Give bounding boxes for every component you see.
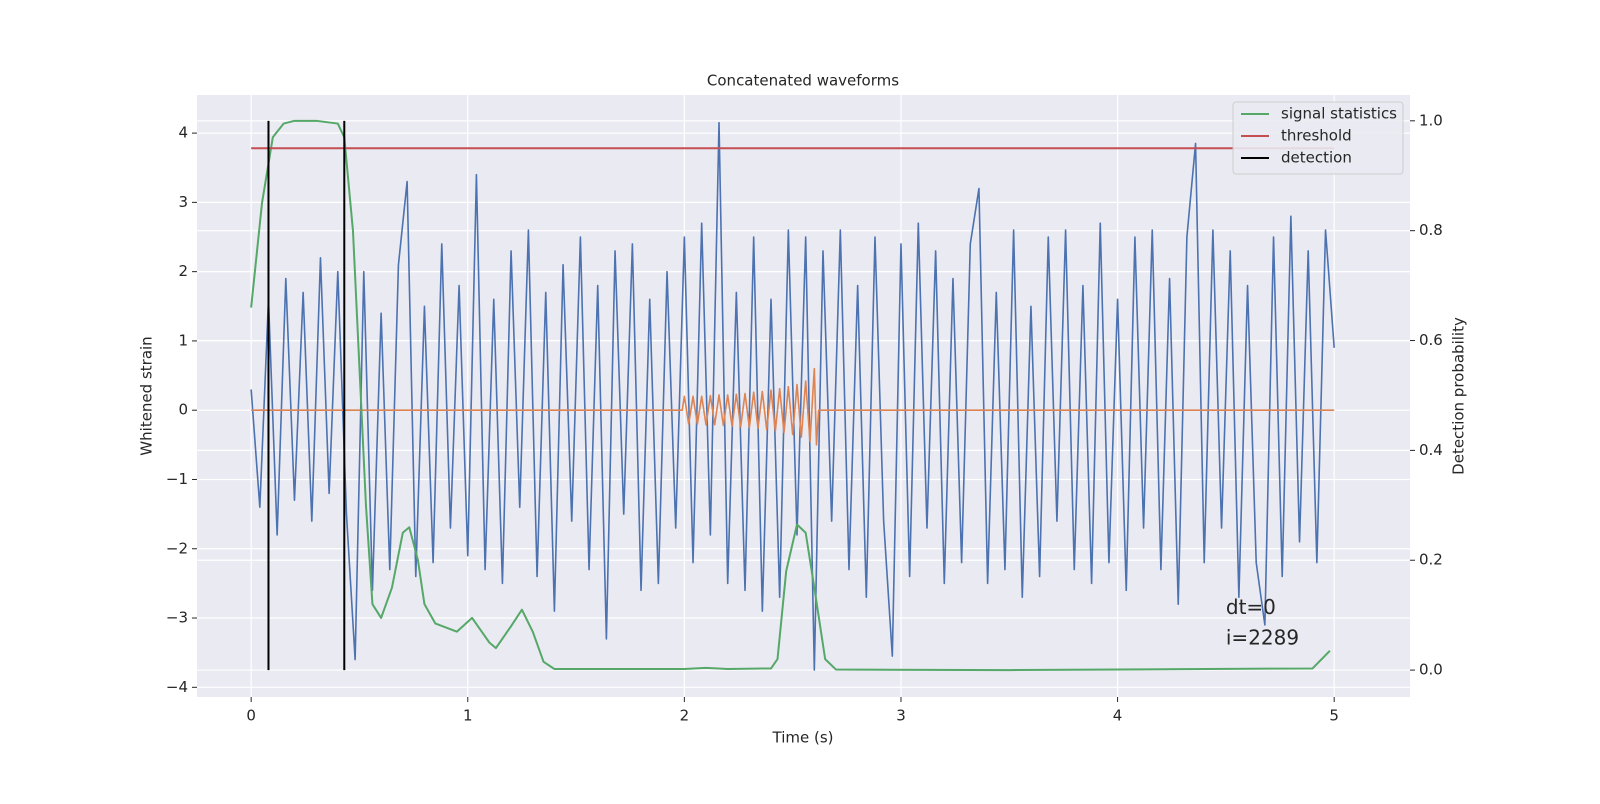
y2-axis-label: Detection probability	[1450, 317, 1468, 475]
x-tick-label: 4	[1113, 707, 1123, 725]
x-tick-label: 5	[1329, 707, 1339, 725]
y2-tick-label: 0.6	[1419, 331, 1443, 349]
x-tick-label: 3	[896, 707, 906, 725]
y-tick-label: −4	[166, 678, 188, 696]
y-tick-label: 3	[178, 193, 188, 211]
y2-tick-label: 0.0	[1419, 661, 1443, 679]
annotation: i=2289	[1226, 625, 1299, 649]
x-tick-label: 0	[246, 707, 256, 725]
x-axis-label: Time (s)	[772, 729, 834, 747]
y-tick-label: 4	[178, 124, 188, 142]
legend-label: threshold	[1281, 127, 1352, 145]
y-tick-label: 0	[178, 401, 188, 419]
legend-label: signal statistics	[1281, 105, 1397, 123]
annotation: dt=0	[1226, 595, 1276, 619]
y2-tick-label: 0.2	[1419, 551, 1443, 569]
legend-box	[1232, 101, 1404, 175]
y2-tick-label: 1.0	[1419, 111, 1443, 129]
chart-title: Concatenated waveforms	[707, 72, 899, 90]
x-tick-label: 1	[463, 707, 473, 725]
y-tick-label: −1	[166, 470, 188, 488]
y2-tick-label: 0.8	[1419, 221, 1443, 239]
series-line	[251, 367, 1335, 446]
y-tick-label: 1	[178, 331, 188, 349]
y-tick-label: 2	[178, 262, 188, 280]
y-tick-label: −2	[166, 539, 188, 557]
y-tick-label: −3	[166, 609, 188, 627]
y-axis-label: Whitened strain	[138, 336, 156, 455]
series-line	[250, 119, 1331, 672]
legend-label: detection	[1281, 149, 1352, 167]
x-tick-label: 2	[680, 707, 690, 725]
series-line	[250, 121, 1335, 671]
y2-tick-label: 0.4	[1419, 441, 1443, 459]
